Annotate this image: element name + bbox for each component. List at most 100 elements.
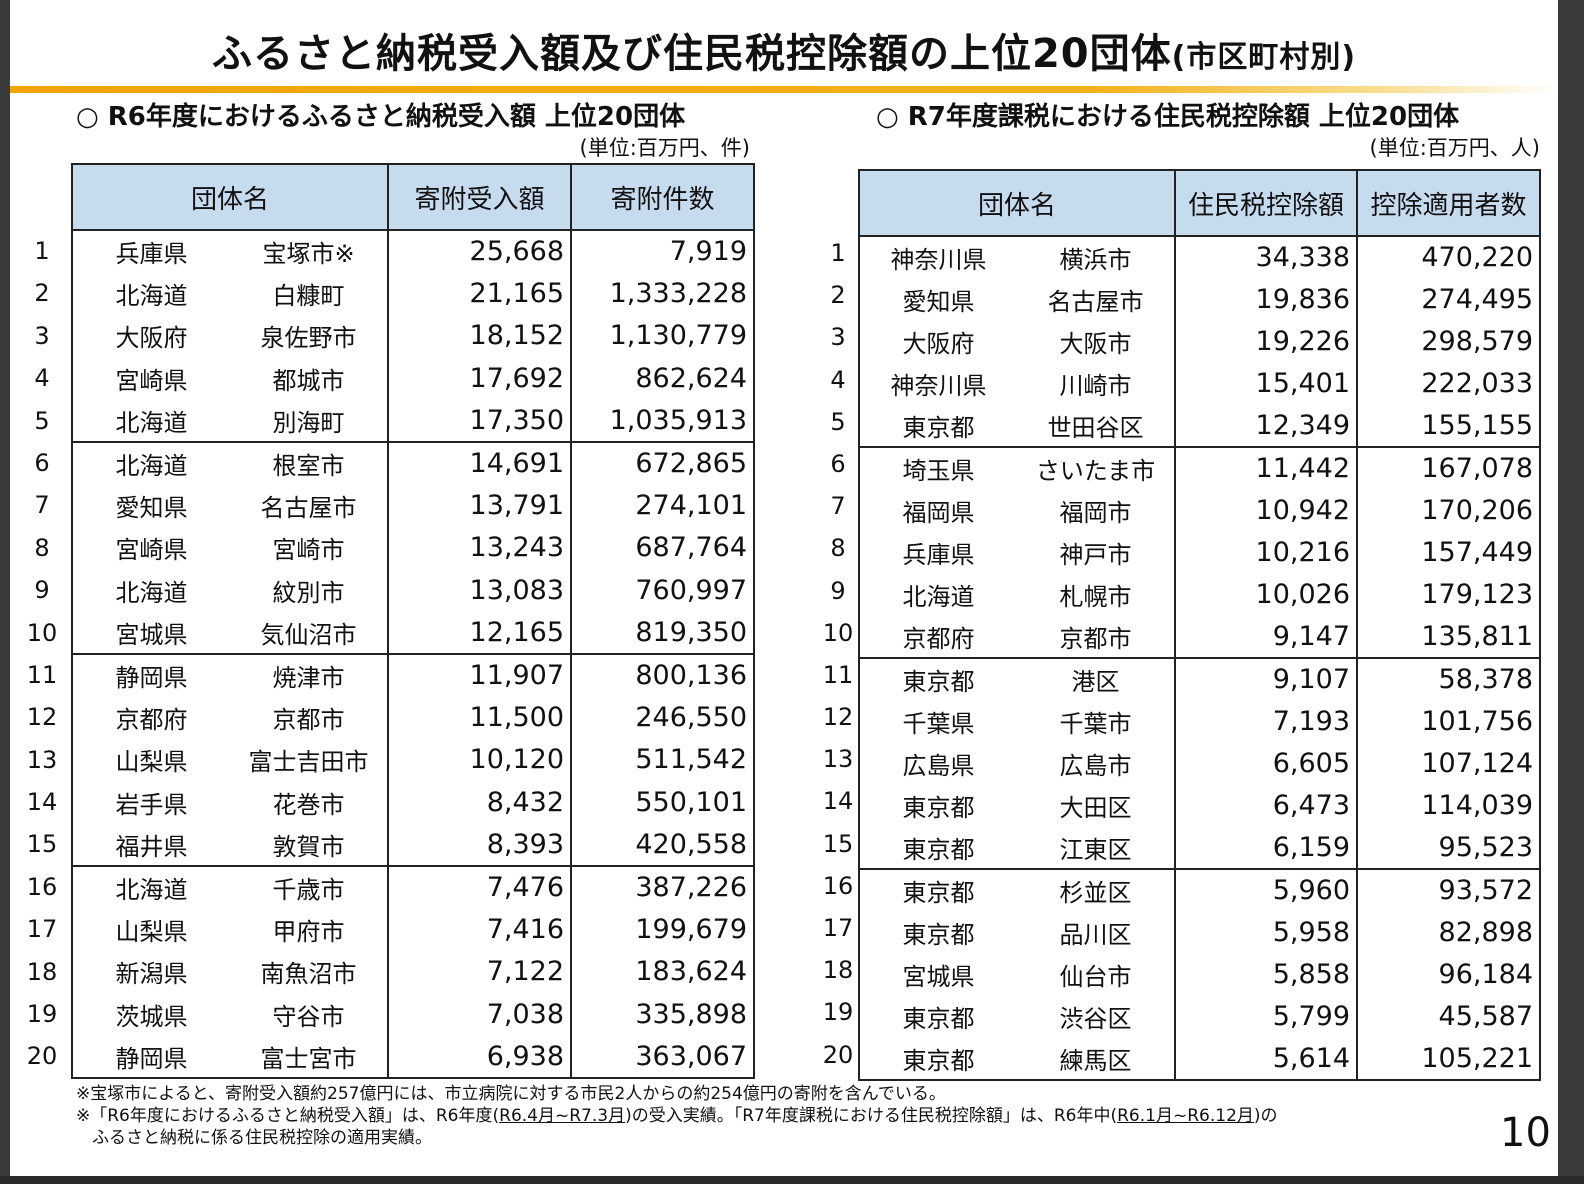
- table-row: 宮崎県 宮崎市 13,243 687,764: [71, 526, 756, 570]
- amount-cell: 18,152: [387, 314, 573, 358]
- count-cell: 222,033: [1356, 362, 1542, 405]
- city-cell: さいたま市: [1017, 446, 1177, 490]
- city-cell: 甲府市: [230, 908, 390, 951]
- table-row: 東京都 江東区 6,159 95,523: [858, 826, 1542, 870]
- rank-number: 15: [26, 830, 58, 859]
- table-row: 北海道 札幌市 10,026 179,123: [858, 573, 1542, 616]
- count-cell: 155,155: [1356, 404, 1542, 448]
- table-row: 京都府 京都市 9,147 135,811: [858, 615, 1542, 659]
- prefecture-cell: 大阪府: [858, 320, 1017, 363]
- city-cell: 紋別市: [230, 569, 390, 612]
- count-cell: 1,130,779: [570, 314, 756, 358]
- city-cell: 泉佐野市: [230, 314, 390, 358]
- table-row: 北海道 千歳市 7,476 387,226: [71, 865, 756, 909]
- count-cell: 179,123: [1356, 573, 1542, 616]
- table-row: 東京都 渋谷区 5,799 45,587: [858, 995, 1542, 1038]
- amount-cell: 13,083: [387, 569, 573, 612]
- amount-cell: 7,416: [387, 908, 573, 951]
- rank-number: 8: [830, 534, 846, 563]
- amount-cell: 5,799: [1174, 995, 1359, 1038]
- amount-cell: 7,038: [387, 993, 573, 1036]
- table-row: 兵庫県 神戸市 10,216 157,449: [858, 531, 1542, 574]
- left-header-name: 団体名: [70, 163, 390, 231]
- prefecture-cell: 東京都: [858, 784, 1017, 827]
- table-row: 愛知県 名古屋市 13,791 274,101: [71, 484, 756, 527]
- table-row: 広島県 広島市 6,605 107,124: [858, 742, 1542, 785]
- count-cell: 420,558: [570, 823, 756, 867]
- table-row: 北海道 根室市 14,691 672,865: [71, 441, 756, 485]
- prefecture-cell: 山梨県: [71, 908, 230, 951]
- prefecture-cell: 東京都: [858, 911, 1017, 954]
- rank-number: 7: [830, 492, 846, 521]
- left-header-count: 寄附件数: [570, 163, 756, 231]
- count-cell: 274,495: [1356, 278, 1542, 321]
- footnotes: ※宝塚市によると、寄附受入額約257億円には、市立病院に対する市民2人からの約2…: [76, 1083, 1278, 1149]
- count-cell: 387,226: [570, 865, 756, 909]
- rank-number: 18: [822, 956, 854, 985]
- rank-number: 8: [34, 533, 50, 562]
- title-main: ふるさと納税受入額及び住民税控除額の上位20団体: [211, 31, 1172, 77]
- count-cell: 170,206: [1356, 489, 1542, 532]
- prefecture-cell: 北海道: [71, 569, 230, 612]
- prefecture-cell: 静岡県: [71, 1035, 230, 1079]
- prefecture-cell: 大阪府: [71, 314, 230, 358]
- table-row: 北海道 白糠町 21,165 1,333,228: [71, 272, 756, 315]
- rank-number: 10: [26, 618, 58, 647]
- rank-number: 14: [26, 788, 58, 817]
- rank-number: 13: [26, 745, 58, 774]
- amount-cell: 7,193: [1174, 700, 1359, 743]
- prefecture-cell: 北海道: [71, 865, 230, 909]
- prefecture-cell: 愛知県: [71, 484, 230, 527]
- rank-number: 10: [822, 618, 854, 647]
- city-cell: 千葉市: [1017, 700, 1177, 743]
- count-cell: 550,101: [570, 781, 756, 824]
- amount-cell: 34,338: [1174, 236, 1359, 279]
- city-cell: 名古屋市: [230, 484, 390, 527]
- table-row: 山梨県 甲府市 7,416 199,679: [71, 908, 756, 951]
- prefecture-cell: 北海道: [71, 399, 230, 443]
- city-cell: 宮崎市: [230, 526, 390, 570]
- city-cell: 渋谷区: [1017, 995, 1177, 1038]
- prefecture-cell: 北海道: [858, 573, 1017, 616]
- amount-cell: 5,958: [1174, 911, 1359, 954]
- amount-cell: 6,938: [387, 1035, 573, 1079]
- city-cell: 大田区: [1017, 784, 1177, 827]
- city-cell: 気仙沼市: [230, 611, 390, 655]
- city-cell: 港区: [1017, 657, 1177, 701]
- table-row: 大阪府 泉佐野市 18,152 1,130,779: [71, 314, 756, 358]
- amount-cell: 19,836: [1174, 278, 1359, 321]
- prefecture-cell: 埼玉県: [858, 446, 1017, 490]
- city-cell: 敦賀市: [230, 823, 390, 867]
- amount-cell: 19,226: [1174, 320, 1359, 363]
- table-row: 愛知県 名古屋市 19,836 274,495: [858, 278, 1542, 321]
- table-row: 宮崎県 都城市 17,692 862,624: [71, 357, 756, 400]
- prefecture-cell: 兵庫県: [71, 230, 230, 273]
- city-cell: 福岡市: [1017, 489, 1177, 532]
- prefecture-cell: 宮崎県: [71, 526, 230, 570]
- footnote-1: ※宝塚市によると、寄附受入額約257億円には、市立病院に対する市民2人からの約2…: [76, 1084, 946, 1104]
- rank-number: 3: [830, 323, 846, 352]
- amount-cell: 25,668: [387, 230, 573, 273]
- table-row: 東京都 大田区 6,473 114,039: [858, 784, 1542, 827]
- amount-cell: 9,147: [1174, 615, 1359, 659]
- count-cell: 105,221: [1356, 1037, 1542, 1081]
- table-row: 新潟県 南魚沼市 7,122 183,624: [71, 950, 756, 994]
- rank-number: 20: [26, 1042, 58, 1071]
- city-cell: 宝塚市※: [230, 230, 390, 273]
- city-cell: 大阪市: [1017, 320, 1177, 363]
- rank-number: 15: [822, 829, 854, 858]
- page-number: 10: [1500, 1110, 1551, 1156]
- count-cell: 157,449: [1356, 531, 1542, 574]
- city-cell: 花巻市: [230, 781, 390, 824]
- city-cell: 白糠町: [230, 272, 390, 315]
- city-cell: 品川区: [1017, 911, 1177, 954]
- amount-cell: 13,243: [387, 526, 573, 570]
- amount-cell: 14,691: [387, 441, 573, 485]
- count-cell: 511,542: [570, 738, 756, 782]
- rank-number: 20: [822, 1040, 854, 1069]
- city-cell: 川崎市: [1017, 362, 1177, 405]
- prefecture-cell: 茨城県: [71, 993, 230, 1036]
- table-row: 福井県 敦賀市 8,393 420,558: [71, 823, 756, 867]
- amount-cell: 5,858: [1174, 953, 1359, 996]
- count-cell: 45,587: [1356, 995, 1542, 1038]
